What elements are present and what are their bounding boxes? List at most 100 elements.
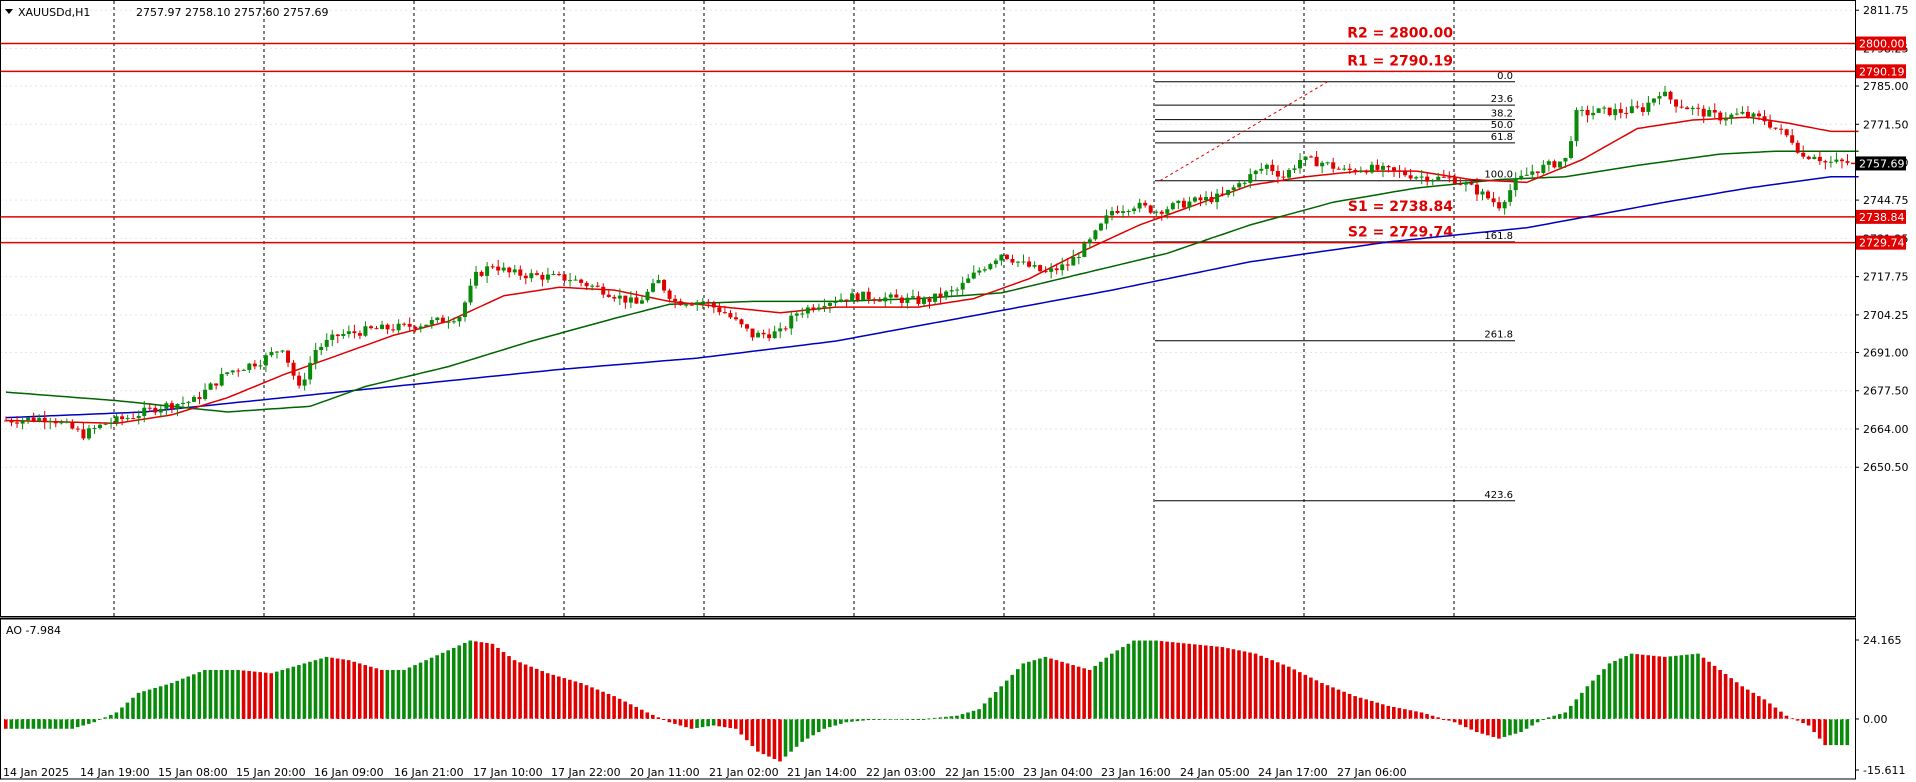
candle-body [92, 428, 97, 430]
candle-body [4, 420, 8, 422]
candle-body [1286, 169, 1291, 178]
ao-bar [1823, 718, 1827, 746]
ao-bar [568, 679, 572, 719]
time-tick-label: 23 Jan 04:00 [1023, 766, 1093, 779]
ao-bar [1480, 718, 1485, 734]
candle-body [158, 408, 163, 413]
ao-bar [955, 715, 959, 719]
ao-bar [1629, 653, 1634, 719]
candle-body [1082, 243, 1087, 257]
candle-body [324, 339, 329, 347]
candle-body [1065, 264, 1070, 266]
collapse-arrow-icon[interactable] [5, 9, 13, 14]
candle-body [1132, 208, 1137, 211]
candle-body [131, 418, 136, 420]
candle-body [1347, 168, 1352, 170]
fibonacci-retracement[interactable]: 0.0 23.6 38.250.061.8 100.0 161.8 261.8 423.6 [1155, 71, 1515, 502]
candle-body [833, 301, 838, 303]
ao-bar [1027, 661, 1031, 719]
ao-bar [391, 669, 395, 719]
time-tick-label: 17 Jan 22:00 [551, 766, 621, 779]
ao-bar [1342, 691, 1346, 719]
candle-body [1015, 261, 1020, 263]
ao-bar [490, 643, 495, 719]
ao-bar [656, 717, 661, 719]
ao-bar [1154, 640, 1158, 719]
candle-body [1491, 198, 1496, 203]
ao-bar [380, 669, 384, 719]
candle-body [37, 417, 42, 422]
ao-bar [208, 669, 213, 719]
ao-bar [142, 691, 146, 719]
candle-body [1121, 211, 1126, 213]
pivot-levels[interactable]: R2 = 2800.00 R1 = 2790.19 S1 = 2738.84 S2 =… [0, 26, 1855, 244]
candle-body [700, 301, 705, 303]
ao-bar [733, 718, 738, 729]
candle-body [1530, 171, 1535, 175]
ao-bar [1663, 656, 1667, 719]
candle-body [42, 417, 47, 423]
ao-bar [164, 684, 168, 719]
candle-body [1386, 165, 1391, 168]
candle-body [1253, 170, 1258, 175]
level-label-s2: S2 = 2729.74 [1348, 225, 1453, 241]
ao-bar [1685, 654, 1689, 719]
ao-bar [1768, 703, 1772, 719]
candle-body [496, 266, 501, 271]
candle-body [1458, 183, 1463, 185]
candle-body [1701, 108, 1706, 117]
candle-body [203, 389, 208, 400]
ao-bar [103, 717, 108, 719]
candle-body [540, 274, 545, 280]
ao-bar [247, 671, 251, 719]
ao-bar [496, 647, 500, 719]
ao-bar [252, 671, 257, 719]
ao-bar [1065, 663, 1070, 719]
candle-body [136, 415, 141, 419]
level-tag-r2: 2800.00 [1859, 38, 1905, 51]
candle-body [1674, 99, 1679, 107]
candle-body [297, 375, 302, 386]
ao-bar [280, 669, 285, 719]
candle-body [518, 269, 523, 276]
candle-body [1342, 168, 1347, 170]
ao-bar [534, 668, 539, 719]
price-tick-label: 2744.75 [1863, 194, 1909, 207]
ao-bar [1386, 705, 1391, 719]
ao-bar [1441, 718, 1446, 720]
price-tick-label: 2650.50 [1863, 461, 1909, 474]
candle-body [905, 297, 910, 303]
time-tick-label: 15 Jan 20:00 [236, 766, 306, 779]
level-label-s1: S1 = 2738.84 [1348, 199, 1453, 215]
fib-level-label: 0.0 [1497, 71, 1513, 82]
ma-slow-line [5, 175, 1859, 419]
ao-bar [1121, 647, 1125, 719]
ao-bar [1557, 714, 1562, 719]
ao-bar [944, 716, 948, 719]
ao-bar [374, 668, 379, 719]
candle-body [75, 428, 80, 430]
candle-body [1192, 197, 1197, 202]
candle-body [1751, 113, 1756, 117]
candle-body [789, 315, 794, 329]
ao-bar [590, 687, 594, 719]
candle-body [1187, 201, 1192, 208]
ao-bar [1602, 669, 1606, 719]
time-tick-label: 16 Jan 09:00 [314, 766, 384, 779]
ao-bar [1309, 677, 1313, 719]
ao-bar [573, 681, 578, 719]
ao-bar [236, 669, 240, 719]
ao-bar [324, 656, 329, 719]
ao-bar [1098, 661, 1103, 719]
ao-bar [1010, 674, 1015, 719]
ao-bar [1347, 693, 1352, 719]
ao-bar [1281, 664, 1286, 719]
ao-bar [1463, 718, 1468, 728]
candle-body [1032, 265, 1037, 267]
candle-body [396, 323, 401, 331]
candle-body [888, 294, 893, 298]
price-tick-label: 2691.00 [1863, 346, 1909, 359]
candle-body [927, 298, 932, 302]
ao-bar [927, 718, 932, 720]
